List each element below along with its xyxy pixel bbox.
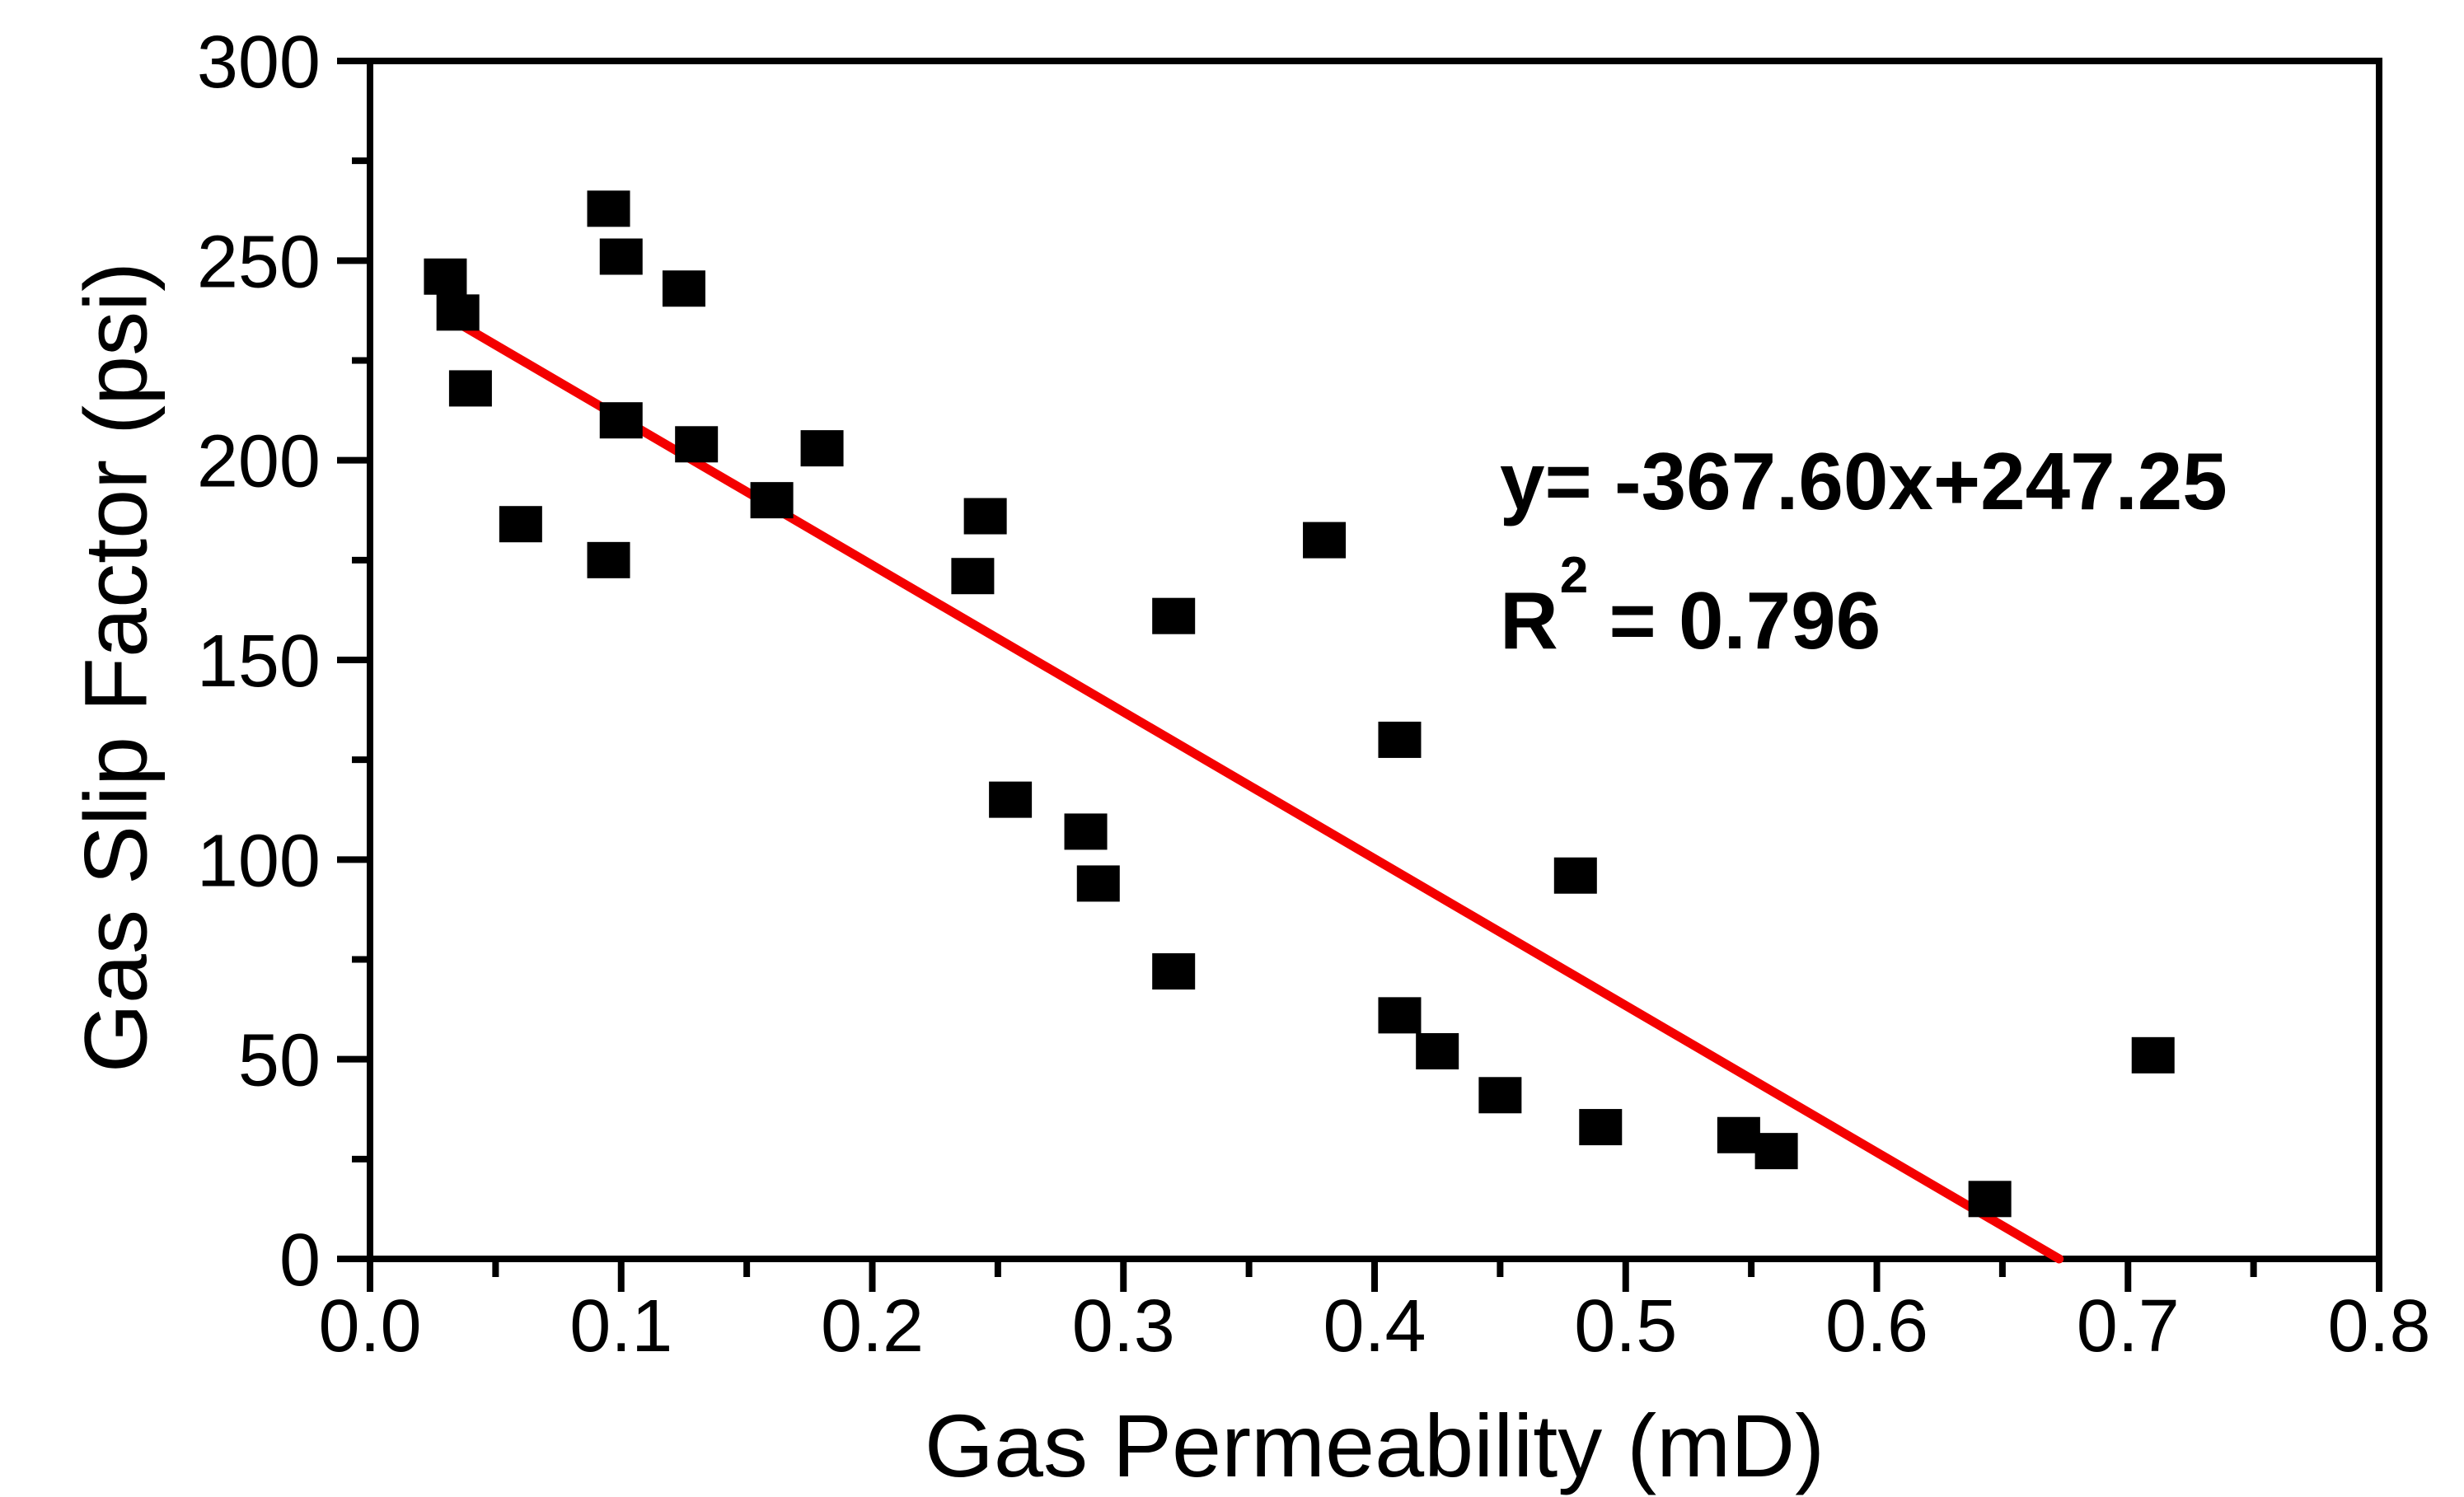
data-point-marker [1416,1032,1459,1069]
trend-line [446,314,2064,1264]
y-tick-label: 150 [197,620,321,703]
data-point-marker [951,558,995,595]
data-point-marker [587,190,630,227]
y-tick-label: 300 [197,21,321,104]
r-squared-rest: = 0.796 [1586,574,1881,666]
data-point-marker [1152,953,1196,990]
data-point-marker [448,370,492,407]
x-tick-label: 0.0 [318,1285,421,1368]
x-tick-label: 0.1 [569,1285,672,1368]
x-axis-title: Gas Permeability (mD) [924,1396,1825,1495]
y-tick-label: 250 [197,221,321,303]
data-point-marker [599,238,643,275]
data-point-marker [436,294,480,331]
data-point-marker [750,482,794,519]
data-point-marker [1064,813,1108,850]
data-point-marker [587,541,630,578]
y-tick-label: 100 [197,820,321,902]
y-tick-label: 0 [279,1219,321,1302]
data-point-marker [675,426,719,463]
data-point-marker [662,270,705,307]
y-tick-label: 50 [238,1020,321,1102]
data-point-marker [800,430,844,467]
r-squared-value: R2 = 0.796 [1500,547,2227,690]
data-point-marker [1717,1116,1760,1153]
data-point-marker [1076,865,1120,902]
x-tick-label: 0.7 [2077,1285,2180,1368]
x-tick-label: 0.6 [1825,1285,1928,1368]
data-point-marker [2131,1036,2175,1074]
data-point-marker [989,781,1033,818]
x-tick-label: 0.8 [2327,1285,2430,1368]
r-squared-base: R [1500,574,1558,666]
data-point-marker [1378,997,1422,1034]
regression-equation: y= -367.60x+247.25 [1500,436,2227,526]
data-point-marker [1754,1133,1798,1170]
x-tick-label: 0.4 [1323,1285,1426,1368]
data-point-marker [1968,1181,2012,1218]
regression-annotation: y= -367.60x+247.25 R2 = 0.796 [1500,412,2227,690]
data-point-marker [1478,1077,1522,1114]
data-point-marker [1378,721,1422,758]
y-axis-title: Gas Slip Factor (psi) [65,261,166,1074]
x-tick-label: 0.2 [821,1285,924,1368]
y-tick-label: 200 [197,421,321,503]
x-tick-label: 0.5 [1574,1285,1677,1368]
data-point-marker [1303,522,1347,559]
data-point-marker [1152,597,1196,634]
data-point-marker [963,498,1007,535]
data-point-marker [499,506,542,543]
x-tick-label: 0.3 [1072,1285,1175,1368]
data-point-marker [1579,1109,1623,1146]
data-point-marker [599,402,643,439]
r-squared-superscript: 2 [1559,546,1589,604]
data-point-marker [424,258,467,295]
data-point-marker [1553,857,1597,894]
